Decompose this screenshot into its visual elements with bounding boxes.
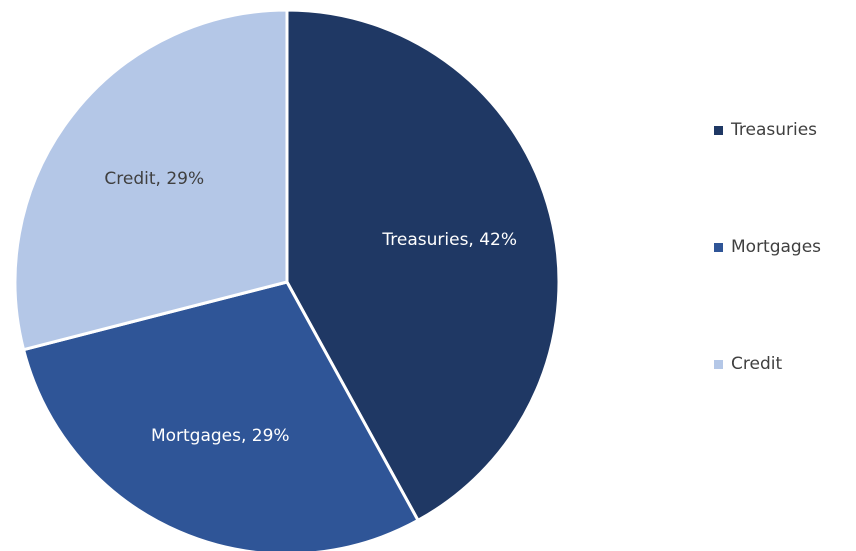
- legend-swatch-credit: [714, 359, 723, 369]
- data-label-treasuries: Treasuries, 42%: [381, 230, 517, 250]
- legend-label-treasuries: Treasuries: [731, 120, 818, 140]
- pie-slice-credit: [13, 8, 289, 352]
- legend-swatch-mortgages: [714, 242, 723, 252]
- pie-slice-treasuries: [285, 8, 561, 523]
- legend-item-treasuries: Treasuries: [714, 118, 821, 142]
- legend-item-credit: Credit: [714, 352, 821, 376]
- data-label-mortgages: Mortgages, 29%: [151, 426, 290, 446]
- chart-legend: Treasuries Mortgages Credit: [714, 118, 821, 376]
- data-label-credit: Credit, 29%: [104, 169, 204, 189]
- legend-swatch-treasuries: [714, 125, 723, 135]
- legend-item-mortgages: Mortgages: [714, 235, 821, 259]
- pie-data-labels: Treasuries, 42% Mortgages, 29% Credit, 29%: [104, 169, 517, 446]
- legend-label-credit: Credit: [731, 354, 783, 374]
- legend-label-mortgages: Mortgages: [731, 237, 822, 257]
- pie-slice-mortgages: [21, 280, 421, 551]
- pie-slices: [13, 8, 561, 551]
